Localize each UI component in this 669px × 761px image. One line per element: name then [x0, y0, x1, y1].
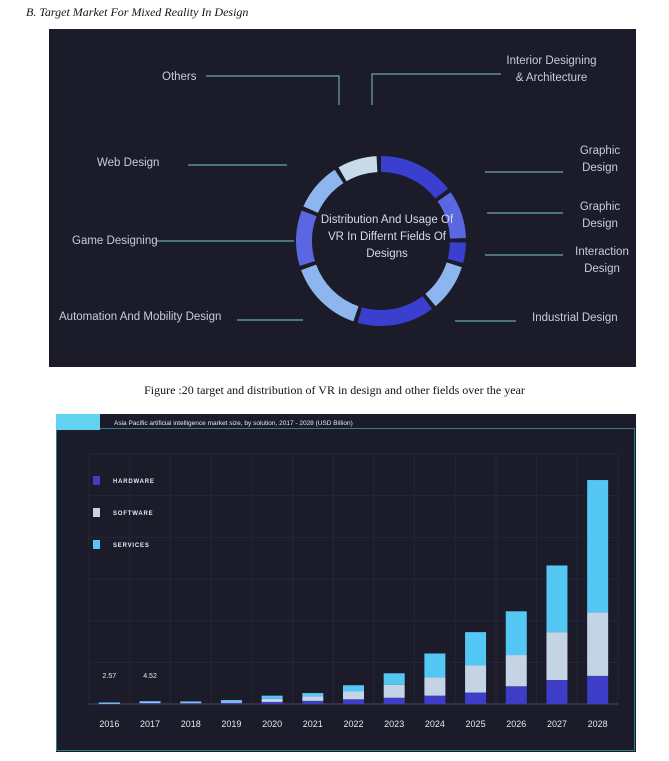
bar-hardware-2016: [98, 703, 120, 705]
bar-services-2021: [302, 693, 324, 697]
bar-software-2016: [98, 702, 120, 704]
x-tick-label-2016: 2016: [99, 719, 119, 729]
bar-software-2024: [424, 677, 446, 696]
label-others: Others: [162, 71, 197, 83]
x-tick-label-2018: 2018: [181, 719, 201, 729]
bar-hardware-2021: [302, 700, 324, 704]
figure-caption: Figure :20 target and distribution of VR…: [144, 383, 525, 397]
vr-distribution-diagram: Others Interior Designing & Architecture…: [49, 29, 636, 367]
bar-services-2022: [343, 685, 364, 692]
legend-label-services: SERVICES: [113, 543, 150, 549]
data-label-2017: 4.52: [143, 673, 157, 680]
bar-services-2023: [383, 673, 405, 685]
x-tick-label-2023: 2023: [384, 719, 404, 729]
x-tick-label-2017: 2017: [140, 719, 160, 729]
stacked-bar-chart: Asia Pacific artificial intelligence mar…: [56, 414, 635, 751]
bar-services-2027: [546, 565, 568, 633]
bar-services-2017: [139, 701, 161, 703]
bar-hardware-2019: [220, 702, 242, 704]
label-graphic-design-1: Graphic Design: [579, 145, 621, 174]
leader-line-2: [371, 73, 501, 105]
data-label-2016: 2.57: [103, 673, 117, 680]
bar-services-2019: [220, 700, 242, 702]
bar-hardware-2022: [343, 699, 364, 704]
donut-segment-industrial: [357, 295, 433, 326]
bar-hardware-2024: [424, 695, 446, 704]
x-tick-label-2028: 2028: [588, 719, 608, 729]
donut-segment-web: [303, 169, 344, 214]
chart-title: Asia Pacific artificial intelligence mar…: [114, 420, 353, 427]
x-tick-label-2026: 2026: [506, 719, 526, 729]
donut-segment-interaction: [425, 262, 462, 307]
x-tick-label-2021: 2021: [303, 719, 323, 729]
x-tick-label-2020: 2020: [262, 719, 282, 729]
bar-software-2017: [139, 702, 161, 704]
bar-software-2027: [546, 632, 568, 681]
bar-hardware-2020: [261, 701, 283, 704]
bar-software-2026: [505, 655, 527, 687]
label-game-designing: Game Designing: [72, 235, 158, 247]
x-tick-label-2019: 2019: [221, 719, 241, 729]
legend-label-hardware: HARDWARE: [113, 479, 155, 485]
bar-services-2025: [465, 632, 487, 666]
bar-software-2021: [302, 696, 324, 701]
bar-software-2020: [261, 698, 283, 702]
bar-services-2024: [424, 653, 446, 678]
bar-software-2018: [180, 702, 202, 704]
market-size-chart: Asia Pacific artificial intelligence mar…: [56, 414, 636, 752]
bar-services-2016: [98, 702, 120, 704]
legend-label-software: SOFTWARE: [113, 511, 153, 517]
donut-segment-graphic-2: [447, 241, 466, 263]
bar-hardware-2023: [383, 697, 405, 704]
bar-software-2022: [343, 691, 364, 700]
section-heading: B. Target Market For Mixed Reality In De…: [26, 5, 249, 19]
bar-hardware-2028: [587, 675, 609, 704]
donut-segment-graphic-1: [437, 192, 466, 239]
legend-swatch-hardware: [93, 476, 100, 485]
bar-software-2028: [587, 612, 609, 676]
bar-hardware-2018: [180, 703, 202, 704]
bar-hardware-2017: [139, 703, 161, 704]
bar-software-2019: [220, 701, 242, 703]
bar-services-2028: [587, 480, 609, 613]
donut-segment-interior: [380, 156, 448, 199]
bar-software-2023: [383, 684, 405, 698]
donut-segment-others: [338, 156, 378, 182]
label-interior-design: Interior Designing & Architecture: [506, 55, 597, 84]
label-web-design: Web Design: [97, 157, 160, 169]
x-tick-label-2025: 2025: [466, 719, 486, 729]
label-industrial-design: Industrial Design: [532, 312, 618, 324]
bar-services-2018: [180, 701, 202, 703]
bar-hardware-2026: [505, 686, 527, 704]
title-accent-bar: [56, 414, 100, 430]
label-graphic-design-2: Graphic Design: [579, 201, 621, 230]
donut-diagram-graphic: [156, 73, 563, 326]
legend-swatch-software: [93, 508, 100, 517]
bar-services-2020: [261, 695, 283, 699]
x-tick-label-2022: 2022: [343, 719, 363, 729]
donut-segment-automation: [301, 264, 359, 322]
bar-hardware-2027: [546, 680, 568, 704]
bar-software-2025: [465, 665, 487, 693]
label-automation-mobility: Automation And Mobility Design: [59, 311, 222, 323]
diagram-center-text: Distribution And Usage Of VR In Differnt…: [320, 214, 454, 260]
bar-hardware-2025: [465, 692, 487, 704]
chart-frame: [56, 428, 635, 751]
legend-swatch-services: [93, 540, 100, 549]
x-tick-label-2024: 2024: [425, 719, 445, 729]
donut-segment-game: [296, 210, 317, 266]
leader-line-1: [206, 75, 340, 105]
bar-services-2026: [505, 611, 527, 656]
x-tick-label-2027: 2027: [547, 719, 567, 729]
label-interaction-design: Interaction Design: [575, 246, 629, 275]
